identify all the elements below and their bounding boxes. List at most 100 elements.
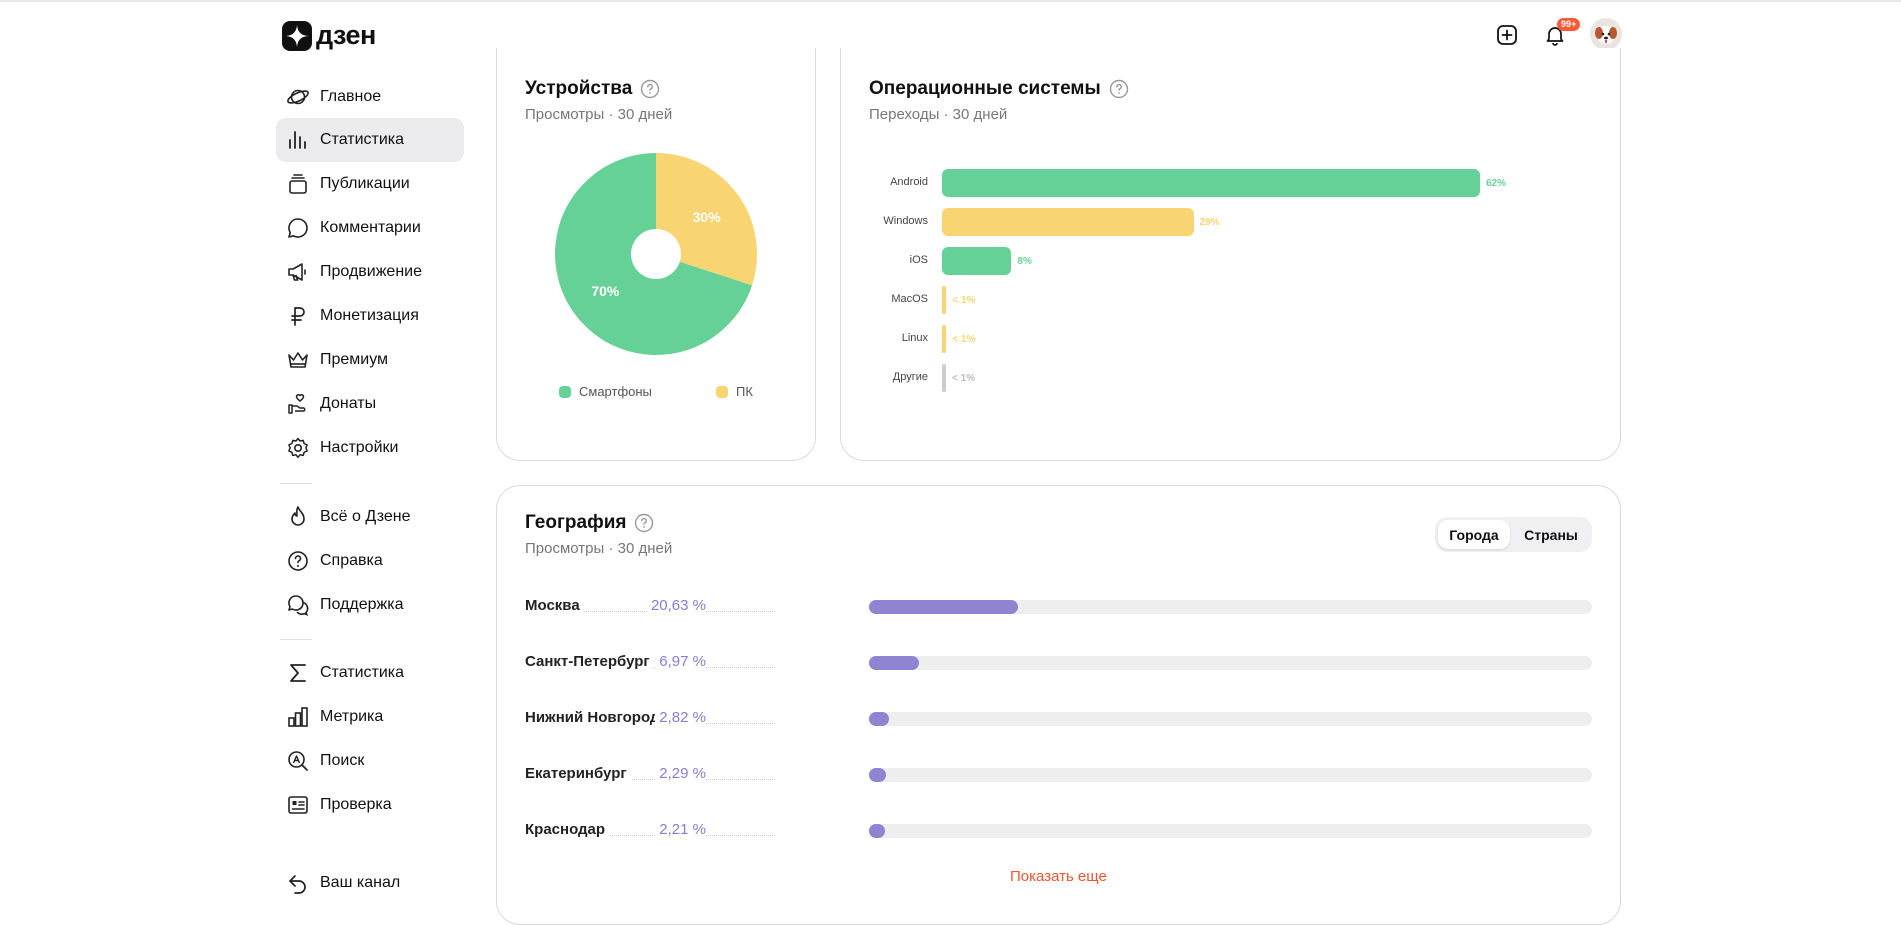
geo-row: Москва 20,63 % bbox=[525, 597, 1592, 617]
geography-subtitle: Просмотры · 30 дней bbox=[525, 540, 673, 557]
question-icon bbox=[284, 547, 312, 575]
megaphone-icon bbox=[284, 258, 312, 286]
legend-item-pc: ПК bbox=[716, 384, 753, 399]
geo-bar-fill bbox=[869, 600, 1019, 614]
dzen-star-icon bbox=[282, 20, 312, 51]
sidebar-item-settings[interactable]: Настройки bbox=[276, 426, 464, 470]
legend-swatch bbox=[716, 385, 728, 398]
sidebar-item-label: Поиск bbox=[320, 752, 365, 769]
dzen-logo[interactable]: дзен bbox=[282, 20, 376, 51]
show-more-link[interactable]: Показать еще bbox=[1010, 868, 1107, 885]
metrics-icon bbox=[284, 703, 312, 731]
sidebar-item-label: Статистика bbox=[320, 664, 405, 681]
os-title-text: Операционные системы bbox=[869, 78, 1101, 99]
geo-bar-fill bbox=[869, 712, 890, 726]
os-label: MacOS bbox=[891, 293, 928, 305]
notifications-badge: 99+ bbox=[1557, 18, 1581, 31]
geo-city-name: Санкт-Петербург bbox=[525, 653, 654, 670]
sidebar-item-label: Монетизация bbox=[320, 307, 419, 324]
legend-label: Смартфоны bbox=[579, 384, 652, 399]
plus-square-icon bbox=[1497, 25, 1517, 45]
geo-city-name: Нижний Новгород bbox=[525, 709, 664, 726]
sidebar-item-label: Настройки bbox=[320, 439, 399, 456]
os-label: Android bbox=[890, 176, 928, 188]
help-circle-icon[interactable] bbox=[1109, 79, 1129, 99]
geo-bar-track bbox=[869, 600, 1592, 614]
sidebar-item-label: Всё о Дзене bbox=[320, 508, 411, 525]
comment-icon bbox=[284, 214, 312, 242]
gear-icon bbox=[284, 434, 312, 462]
geo-bar-track bbox=[869, 824, 1592, 838]
sidebar-divider bbox=[280, 483, 312, 484]
geo-city-name: Екатеринбург bbox=[525, 765, 631, 782]
devices-title: Устройства bbox=[525, 78, 660, 100]
geo-percent: 2,82 % bbox=[655, 709, 706, 726]
sidebar-item-support[interactable]: Поддержка bbox=[276, 583, 464, 627]
sidebar-item-monetization[interactable]: Монетизация bbox=[276, 294, 464, 338]
help-circle-icon[interactable] bbox=[640, 79, 660, 99]
crown-icon bbox=[284, 346, 312, 374]
top-border bbox=[0, 0, 1901, 2]
os-subtitle: Переходы · 30 дней bbox=[869, 106, 1008, 123]
bar-chart-icon bbox=[284, 126, 312, 154]
sidebar-item-about-dzen[interactable]: Всё о Дзене bbox=[276, 495, 464, 539]
geography-card bbox=[496, 485, 1621, 925]
sidebar-item-your-channel[interactable]: Ваш канал bbox=[276, 861, 464, 905]
pie-slice-pc[interactable] bbox=[656, 153, 757, 286]
help-circle-icon[interactable] bbox=[634, 513, 654, 533]
sidebar-item-label: Метрика bbox=[320, 708, 384, 725]
sidebar-item-metrika[interactable]: Метрика bbox=[276, 695, 464, 739]
ruble-icon bbox=[284, 302, 312, 330]
os-bar[interactable] bbox=[942, 325, 947, 353]
sidebar-item-comments[interactable]: Комментарии bbox=[276, 206, 464, 250]
os-bar[interactable] bbox=[942, 169, 1480, 197]
donate-hand-icon bbox=[284, 390, 312, 418]
geo-percent: 6,97 % bbox=[655, 653, 706, 670]
sidebar-item-help[interactable]: Справка bbox=[276, 539, 464, 583]
pie-label-smartphones: 70% bbox=[591, 283, 620, 299]
sidebar-item-publications[interactable]: Публикации bbox=[276, 162, 464, 206]
devices-pie-chart: 70% 30% bbox=[555, 153, 757, 355]
dotted-leader bbox=[525, 835, 775, 836]
legend-swatch bbox=[559, 385, 571, 398]
legend-item-smartphones: Смартфоны bbox=[559, 384, 652, 399]
sidebar-item-statistics[interactable]: Статистика bbox=[276, 118, 464, 162]
geo-bar-track bbox=[869, 768, 1592, 782]
tab-countries[interactable]: Страны bbox=[1524, 526, 1578, 543]
stack-icon bbox=[284, 170, 312, 198]
devices-subtitle: Просмотры · 30 дней bbox=[525, 106, 673, 123]
sidebar-item-label: Главное bbox=[320, 88, 382, 105]
os-bar[interactable] bbox=[942, 208, 1194, 236]
sidebar-item-main[interactable]: Главное bbox=[276, 75, 464, 119]
chat-bubbles-icon bbox=[284, 591, 312, 619]
os-bar[interactable] bbox=[942, 247, 1012, 275]
sidebar-item-check[interactable]: Проверка bbox=[276, 783, 464, 827]
os-value: < 1% bbox=[952, 295, 976, 306]
geo-bar-fill bbox=[869, 824, 885, 838]
os-bar[interactable] bbox=[942, 286, 947, 314]
sidebar-item-tool-statistics[interactable]: Статистика bbox=[276, 651, 464, 695]
pie-hole bbox=[631, 229, 681, 279]
os-value: 62% bbox=[1486, 178, 1507, 189]
geo-row: Екатеринбург 2,29 % bbox=[525, 765, 1592, 785]
sigma-icon bbox=[284, 659, 312, 687]
tab-cities[interactable]: Города bbox=[1438, 520, 1510, 549]
sidebar-item-label: Справка bbox=[320, 552, 383, 569]
sidebar-item-donates[interactable]: Донаты bbox=[276, 382, 464, 426]
geo-row: Санкт-Петербург 6,97 % bbox=[525, 653, 1592, 673]
geo-segmented-control: Города Страны bbox=[1435, 517, 1592, 552]
back-arrow-icon bbox=[284, 869, 312, 897]
sidebar-item-label: Проверка bbox=[320, 796, 392, 813]
os-bar[interactable] bbox=[942, 364, 946, 392]
geo-bar-fill bbox=[869, 768, 886, 782]
geo-percent: 20,63 % bbox=[646, 597, 706, 614]
avatar[interactable] bbox=[1590, 18, 1622, 50]
sidebar-item-search[interactable]: Поиск bbox=[276, 739, 464, 783]
geo-city-name: Москва bbox=[525, 597, 584, 614]
sidebar-item-promotion[interactable]: Продвижение bbox=[276, 250, 464, 294]
sidebar-item-premium[interactable]: Премиум bbox=[276, 338, 464, 382]
create-button[interactable] bbox=[1492, 20, 1522, 50]
devices-title-text: Устройства bbox=[525, 78, 633, 99]
os-label: Другие bbox=[892, 371, 928, 383]
planet-icon bbox=[284, 83, 312, 111]
